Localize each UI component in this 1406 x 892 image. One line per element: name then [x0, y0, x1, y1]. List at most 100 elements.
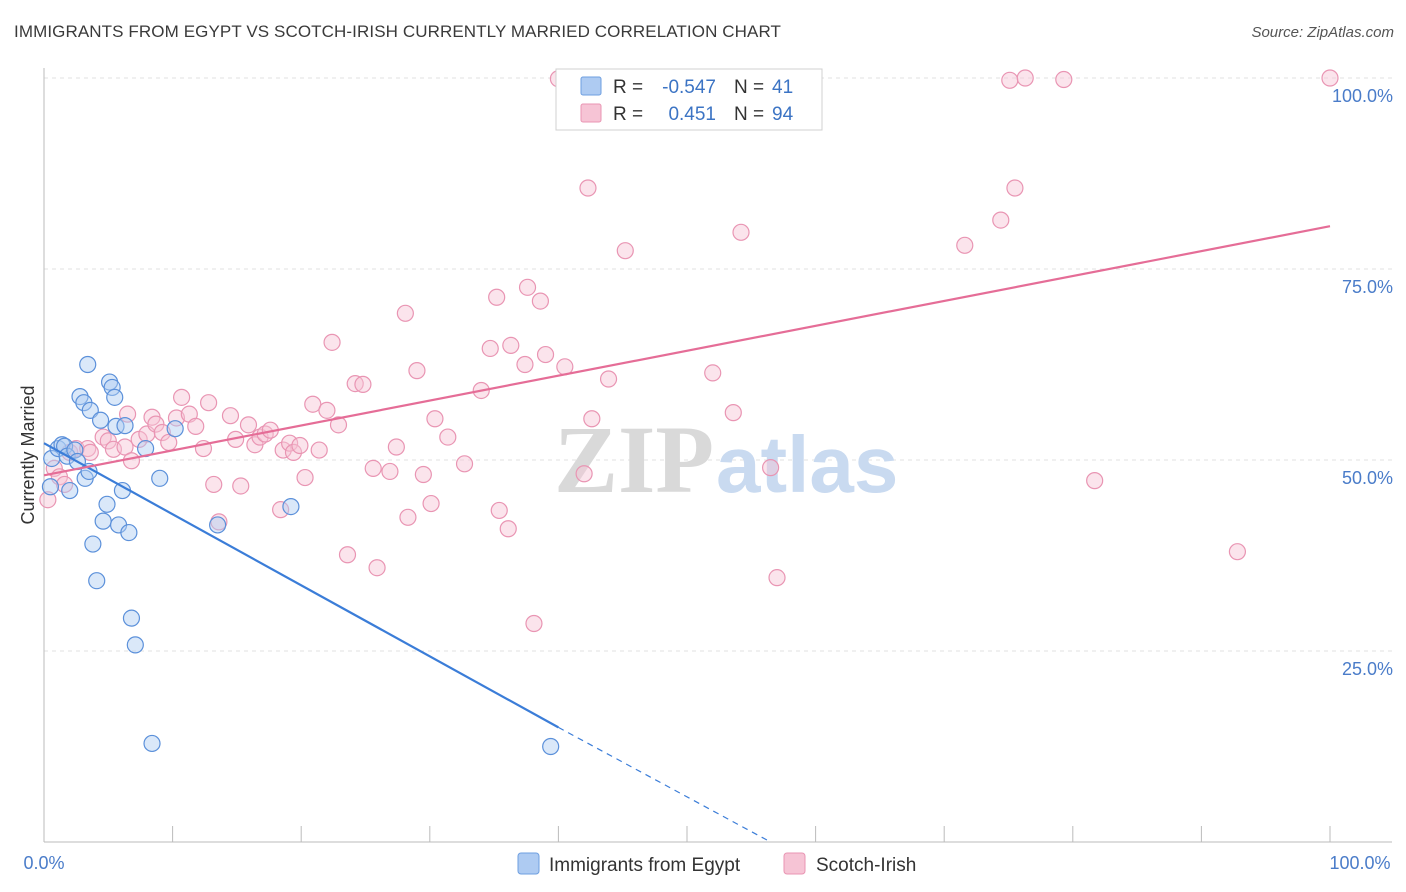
data-point — [318, 401, 336, 419]
data-point — [107, 417, 125, 435]
data-point — [116, 417, 134, 435]
y-tick-label-1: 50.0% — [1342, 468, 1393, 488]
data-point — [768, 569, 786, 587]
source-label: Source: ZipAtlas.com — [1251, 24, 1394, 41]
data-point — [439, 428, 457, 446]
data-point — [187, 417, 205, 435]
data-point — [61, 481, 79, 500]
data-point — [364, 459, 382, 478]
data-point — [455, 455, 474, 473]
data-point — [1086, 472, 1104, 490]
legend-swatch-blue — [580, 76, 602, 96]
legend-swatch-pink — [580, 103, 602, 123]
data-point — [732, 223, 750, 241]
data-point — [284, 443, 303, 461]
x-tick-labels: 0.0% 100.0% — [23, 853, 1390, 873]
data-point — [205, 475, 223, 494]
data-point — [542, 737, 560, 756]
data-point — [232, 477, 250, 495]
data-point — [704, 364, 722, 382]
data-point — [91, 411, 110, 429]
data-point — [281, 434, 299, 452]
data-point — [81, 401, 99, 419]
data-point — [525, 614, 543, 633]
data-point — [291, 436, 309, 455]
data-point — [94, 512, 112, 530]
legend-r-value-2: 0.451 — [668, 104, 716, 125]
watermark-atlas: atlas — [716, 420, 898, 509]
data-point — [531, 292, 549, 310]
data-point — [414, 465, 432, 484]
data-point — [761, 459, 780, 477]
x-tick-label-max: 100.0% — [1329, 853, 1390, 873]
data-point — [426, 410, 444, 428]
data-point — [575, 465, 593, 483]
data-point — [1001, 71, 1019, 89]
data-point — [304, 395, 322, 413]
data-point — [282, 498, 300, 516]
watermark: ZIP atlas — [554, 406, 898, 513]
y-tick-label-0: 25.0% — [1342, 659, 1393, 679]
legend-r-value-1: -0.547 — [662, 77, 716, 98]
data-point — [274, 441, 292, 459]
data-point — [200, 394, 218, 412]
data-point — [368, 559, 386, 577]
bottom-legend-label-egypt: Immigrants from Egypt — [549, 855, 741, 876]
data-point — [106, 388, 124, 406]
legend-n-value-2: 94 — [772, 104, 794, 125]
y-tick-label-2: 75.0% — [1342, 277, 1393, 297]
data-point — [41, 478, 60, 496]
data-point — [422, 494, 440, 513]
data-point — [338, 546, 357, 564]
bottom-legend-label-scotch-irish: Scotch-Irish — [816, 855, 916, 876]
data-point — [239, 416, 258, 434]
data-point — [381, 462, 399, 481]
gridlines — [44, 77, 1392, 652]
trend-line-scotch-irish — [43, 225, 1331, 477]
trend-lines — [43, 225, 1331, 843]
data-point — [221, 407, 240, 425]
data-point — [122, 609, 141, 627]
legend-r-label-2: R = — [613, 104, 643, 125]
data-point — [103, 378, 121, 397]
data-point — [143, 734, 161, 753]
legend-n-label-1: N = — [734, 77, 764, 98]
y-axis-title: Currently Married — [18, 385, 38, 524]
data-point — [88, 572, 106, 590]
correlation-legend: R = -0.547 N = 41 R = 0.451 N = 94 — [555, 68, 823, 131]
data-point — [354, 375, 372, 393]
data-point — [724, 404, 742, 422]
data-point — [387, 438, 405, 456]
data-point — [1055, 70, 1073, 89]
data-point — [126, 636, 144, 654]
data-point — [122, 452, 141, 470]
data-point — [116, 438, 134, 456]
data-point — [481, 339, 499, 358]
data-point — [166, 420, 184, 438]
data-point — [151, 469, 169, 487]
data-point — [516, 355, 534, 374]
data-point — [84, 535, 102, 553]
legend-n-value-1: 41 — [772, 77, 793, 98]
data-point — [153, 423, 171, 442]
data-point — [79, 355, 97, 374]
trend-line-egypt-extension — [558, 726, 771, 843]
data-point — [329, 416, 348, 434]
data-point — [323, 333, 341, 351]
data-point — [39, 491, 57, 509]
data-point — [956, 236, 974, 254]
data-point — [396, 304, 414, 322]
bottom-legend-swatch-blue — [517, 852, 540, 875]
data-point — [1228, 543, 1247, 561]
data-point — [499, 520, 517, 538]
data-point — [616, 242, 634, 260]
data-point — [173, 388, 191, 406]
data-point — [518, 278, 537, 296]
data-point — [99, 432, 117, 450]
data-point — [98, 495, 116, 513]
data-point — [599, 370, 618, 388]
data-point — [502, 336, 520, 354]
series-scotch-irish — [39, 69, 1339, 633]
x-tick-label-min: 0.0% — [23, 853, 64, 873]
